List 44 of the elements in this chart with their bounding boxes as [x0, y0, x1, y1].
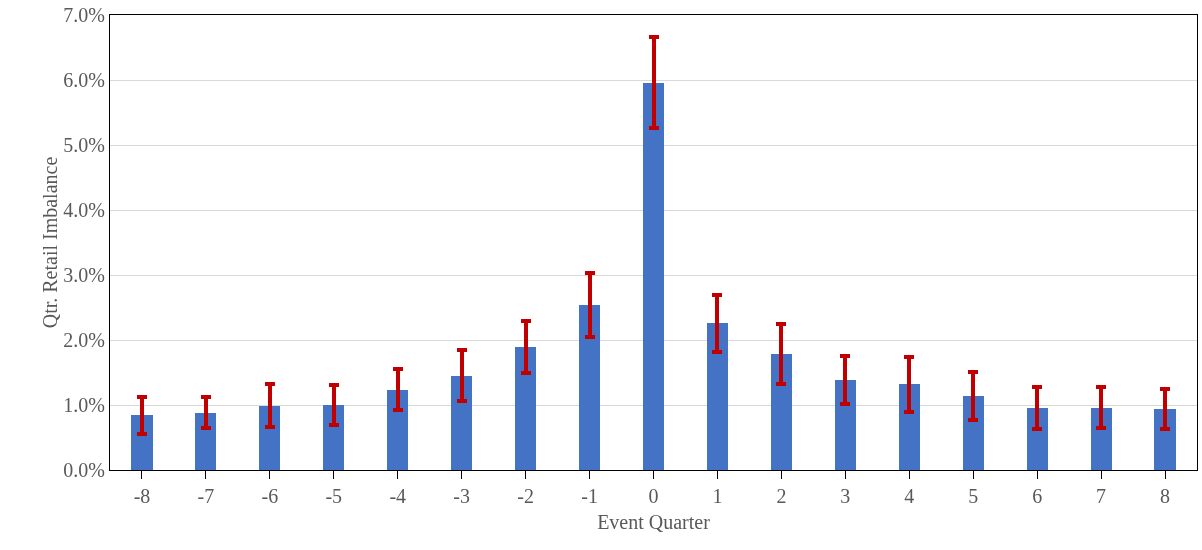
x-axis-title: Event Quarter — [597, 510, 711, 533]
bar — [451, 376, 472, 470]
bar — [835, 380, 856, 470]
bar — [1154, 409, 1176, 470]
x-tick-label: -2 — [517, 485, 534, 507]
x-tick-label: 2 — [776, 485, 787, 507]
x-tick-label: -3 — [453, 485, 471, 507]
bar — [579, 305, 600, 470]
bar — [963, 396, 984, 470]
bar — [131, 415, 153, 470]
x-tick-label: -6 — [261, 485, 279, 507]
y-tick-label: 7.0% — [63, 4, 105, 26]
y-tick-label: 2.0% — [63, 329, 105, 351]
bar — [643, 83, 664, 470]
x-tick-label: 7 — [1096, 485, 1107, 507]
bar — [195, 413, 216, 470]
bar — [259, 406, 280, 470]
y-tick-label: 4.0% — [63, 199, 105, 221]
bar — [387, 390, 408, 470]
y-tick-label: 0.0% — [63, 459, 105, 481]
x-tick-label: 1 — [712, 485, 723, 507]
y-axis-title: Qtr. Retail Imbalance — [39, 156, 62, 329]
bar — [323, 405, 344, 470]
y-tick-label: 5.0% — [63, 134, 105, 156]
bar — [899, 384, 920, 470]
bar — [1027, 408, 1048, 470]
x-tick-label: -7 — [197, 485, 215, 507]
x-tick-label: 3 — [840, 485, 851, 507]
x-tick-label: 0 — [648, 485, 659, 507]
bar — [707, 323, 728, 470]
bar — [771, 354, 792, 470]
x-tick-label: 4 — [904, 485, 915, 507]
x-tick-label: 6 — [1032, 485, 1043, 507]
x-tick-label: -1 — [581, 485, 598, 507]
x-tick-label: -4 — [389, 485, 407, 507]
y-tick-label: 6.0% — [63, 69, 105, 91]
x-tick-label: 5 — [968, 485, 979, 507]
x-tick-label: -8 — [133, 485, 151, 507]
bar — [1091, 408, 1112, 470]
x-tick-label: -5 — [325, 485, 343, 507]
bar — [515, 347, 536, 470]
y-tick-label: 1.0% — [63, 394, 105, 416]
x-tick-label: 8 — [1160, 485, 1171, 507]
y-tick-label: 3.0% — [63, 264, 105, 286]
